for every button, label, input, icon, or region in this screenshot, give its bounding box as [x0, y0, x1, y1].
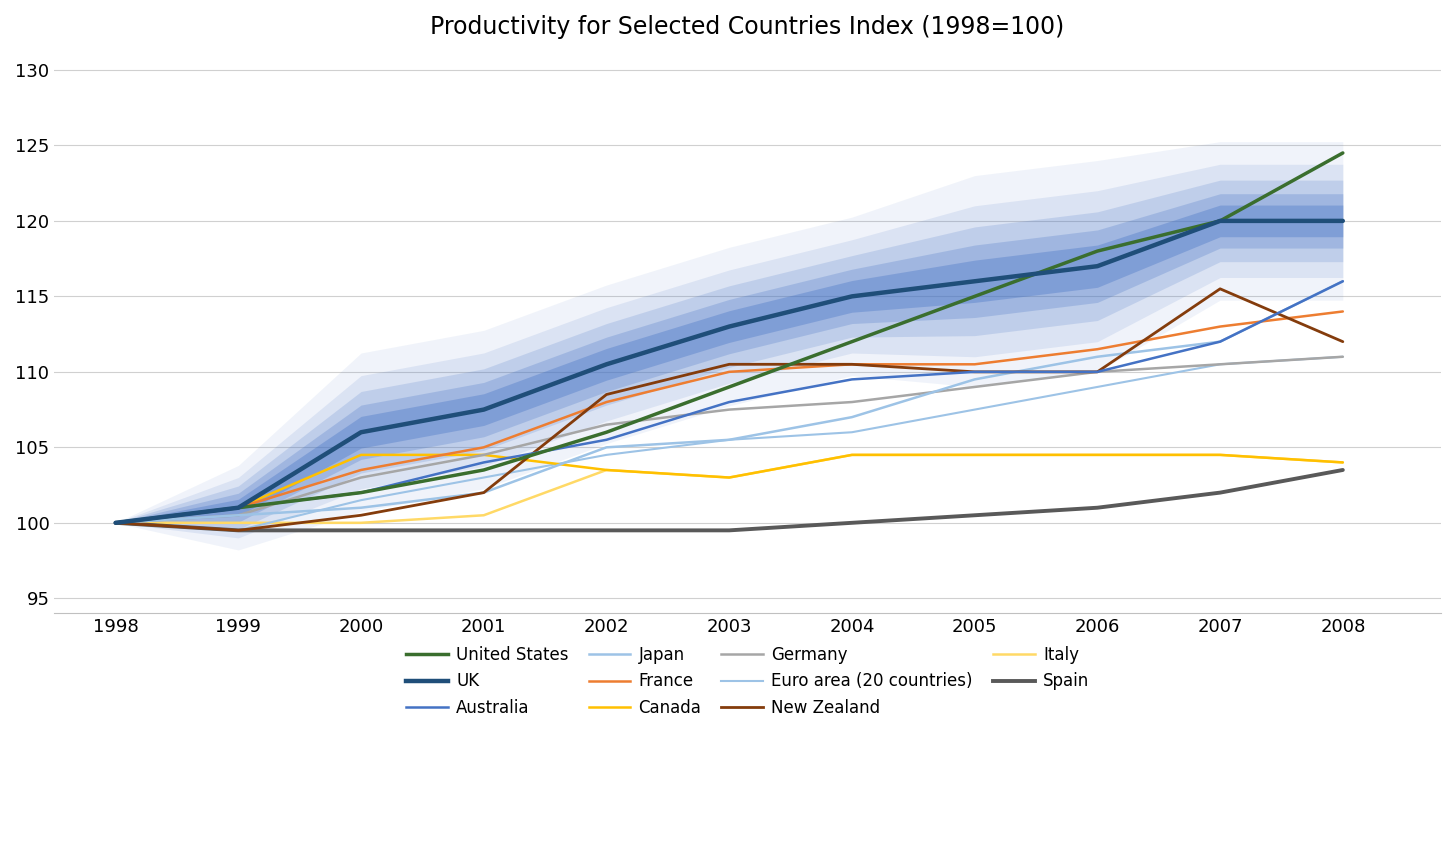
Title: Productivity for Selected Countries Index (1998=100): Productivity for Selected Countries Inde…: [431, 15, 1064, 39]
Legend: United States, UK, Australia, Japan, France, Canada, Germany, Euro area (20 coun: United States, UK, Australia, Japan, Fra…: [406, 646, 1089, 717]
